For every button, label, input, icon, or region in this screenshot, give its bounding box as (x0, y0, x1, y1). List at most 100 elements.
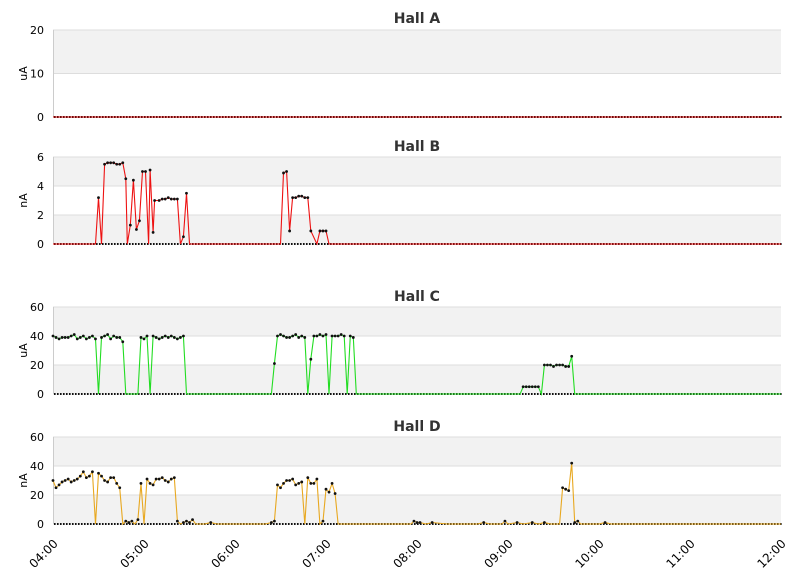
zero-marker (183, 393, 185, 395)
data-point (524, 385, 528, 389)
data-point (160, 336, 164, 339)
zero-marker (300, 243, 302, 245)
data-point (300, 194, 304, 198)
data-point (100, 474, 103, 478)
data-point (321, 519, 325, 523)
zero-marker (564, 523, 566, 525)
data-point (154, 336, 158, 339)
zero-marker (564, 393, 566, 395)
zero-marker (330, 523, 332, 525)
zero-marker (165, 243, 167, 245)
zero-marker (102, 523, 104, 525)
zero-marker (300, 523, 302, 525)
zero-marker (138, 523, 140, 525)
data-point (124, 519, 128, 523)
zero-marker (534, 523, 536, 525)
zero-marker (540, 393, 542, 395)
data-point (282, 334, 285, 338)
y-tick-label: 0 (37, 518, 44, 531)
zero-marker (273, 523, 275, 525)
data-point (118, 486, 122, 490)
data-point (564, 365, 568, 368)
y-tick-label: 10 (30, 68, 44, 81)
data-point (163, 334, 167, 338)
zero-marker (171, 243, 173, 245)
zero-marker (99, 243, 101, 245)
zero-marker (531, 523, 533, 525)
zero-marker (159, 393, 161, 395)
data-point (418, 521, 422, 524)
data-point (97, 196, 100, 200)
zero-marker (165, 523, 167, 525)
zero-marker (117, 393, 119, 395)
zero-marker (504, 523, 506, 525)
data-point (69, 480, 73, 484)
data-point (81, 470, 85, 474)
zero-marker (135, 523, 137, 525)
zero-marker (549, 393, 551, 395)
data-point (549, 363, 552, 367)
data-point (112, 476, 116, 479)
zero-marker (351, 393, 353, 395)
zero-marker (66, 393, 68, 395)
zero-marker (114, 523, 116, 525)
zero-marker (414, 523, 416, 525)
data-point (294, 483, 298, 487)
data-point (533, 385, 537, 389)
data-point (291, 196, 295, 200)
data-point (567, 365, 571, 368)
zero-marker (84, 393, 86, 395)
data-point (543, 363, 546, 367)
data-point (288, 479, 291, 482)
zero-marker (558, 393, 560, 395)
zero-marker (90, 523, 92, 525)
data-point (306, 476, 310, 479)
zero-marker (333, 393, 335, 395)
zero-marker (552, 393, 554, 395)
zero-marker (75, 523, 77, 525)
zero-marker (411, 523, 413, 525)
data-point (175, 197, 179, 201)
zero-marker (138, 243, 140, 245)
data-point (138, 219, 141, 223)
data-point (279, 486, 282, 490)
data-point (300, 480, 304, 484)
zero-marker (282, 523, 284, 525)
zero-marker (207, 523, 209, 525)
chart-title: Hall D (393, 419, 440, 435)
zero-marker (123, 523, 125, 525)
x-tick-label: 07:00 (299, 537, 333, 571)
zero-marker (321, 393, 323, 395)
data-point (561, 486, 564, 490)
chart-title: Hall B (394, 139, 440, 155)
data-point (106, 480, 109, 484)
zero-marker (189, 523, 191, 525)
data-point (333, 492, 337, 495)
data-point (321, 334, 325, 338)
zero-marker (72, 523, 74, 525)
zero-marker (267, 523, 269, 525)
data-point (172, 476, 176, 479)
zero-marker (336, 523, 338, 525)
zero-marker (96, 243, 98, 245)
data-point (106, 161, 109, 165)
zero-marker (72, 393, 74, 395)
zero-marker (303, 393, 305, 395)
zero-marker (144, 243, 146, 245)
plot-band (53, 30, 781, 74)
chart-title: Hall A (394, 11, 441, 27)
zero-marker (318, 393, 320, 395)
data-point (276, 483, 279, 487)
zero-marker (294, 393, 296, 395)
zero-marker (537, 393, 539, 395)
data-point (312, 482, 316, 485)
data-point (555, 363, 558, 367)
zero-marker (117, 523, 119, 525)
zero-marker (186, 523, 188, 525)
y-axis-label: nA (17, 193, 30, 208)
data-point (315, 334, 319, 338)
zero-marker (567, 393, 569, 395)
data-point (312, 334, 316, 338)
zero-marker (291, 243, 293, 245)
